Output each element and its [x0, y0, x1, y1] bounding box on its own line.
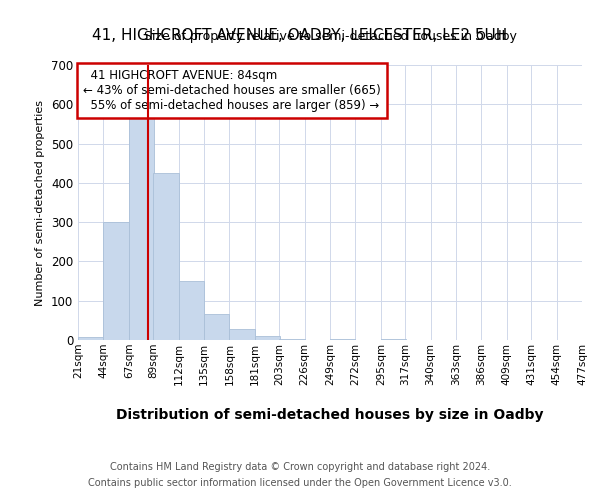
Bar — [229, 329, 255, 340]
Bar — [103, 222, 129, 340]
Bar — [279, 339, 305, 340]
Bar — [255, 336, 280, 340]
Text: Contains HM Land Registry data © Crown copyright and database right 2024.: Contains HM Land Registry data © Crown c… — [110, 462, 490, 472]
Y-axis label: Number of semi-detached properties: Number of semi-detached properties — [35, 100, 46, 306]
Bar — [78, 337, 103, 340]
Text: 41, HIGHCROFT AVENUE, OADBY, LEICESTER, LE2 5UH: 41, HIGHCROFT AVENUE, OADBY, LEICESTER, … — [92, 28, 508, 42]
Bar — [179, 281, 204, 340]
Bar — [330, 339, 355, 340]
Bar — [204, 314, 229, 340]
Title: Size of property relative to semi-detached houses in Oadby: Size of property relative to semi-detach… — [143, 30, 517, 43]
Text: Contains public sector information licensed under the Open Government Licence v3: Contains public sector information licen… — [88, 478, 512, 488]
Bar — [129, 114, 154, 340]
Bar — [381, 339, 406, 340]
Bar — [153, 173, 179, 340]
Text: Distribution of semi-detached houses by size in Oadby: Distribution of semi-detached houses by … — [116, 408, 544, 422]
Text: 41 HIGHCROFT AVENUE: 84sqm  
← 43% of semi-detached houses are smaller (665)
  5: 41 HIGHCROFT AVENUE: 84sqm ← 43% of semi… — [83, 69, 381, 112]
